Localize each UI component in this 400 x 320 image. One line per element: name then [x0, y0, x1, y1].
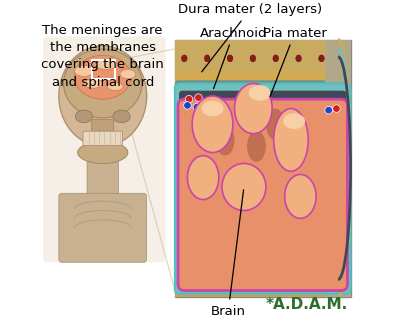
Ellipse shape [319, 55, 324, 62]
Text: covering the brain: covering the brain [41, 58, 164, 71]
Circle shape [185, 95, 193, 103]
Ellipse shape [59, 46, 147, 146]
Circle shape [195, 94, 202, 101]
Bar [175, 40, 350, 297]
Ellipse shape [250, 55, 256, 62]
Ellipse shape [234, 84, 272, 134]
Text: Brain: Brain [211, 190, 246, 318]
Ellipse shape [222, 164, 266, 211]
Ellipse shape [342, 55, 347, 62]
FancyBboxPatch shape [175, 80, 350, 294]
FancyBboxPatch shape [43, 36, 166, 262]
Text: The meninges are: The meninges are [42, 24, 163, 37]
FancyBboxPatch shape [87, 148, 118, 261]
Ellipse shape [74, 55, 131, 99]
Ellipse shape [274, 108, 308, 171]
Ellipse shape [188, 156, 219, 200]
Ellipse shape [192, 96, 233, 153]
Circle shape [184, 102, 191, 109]
Ellipse shape [266, 108, 285, 140]
FancyBboxPatch shape [83, 131, 122, 146]
FancyBboxPatch shape [59, 193, 147, 262]
Bar [175, 40, 350, 297]
Ellipse shape [296, 55, 302, 62]
Text: Arachnoid: Arachnoid [200, 27, 268, 89]
Ellipse shape [247, 131, 266, 162]
FancyBboxPatch shape [92, 120, 114, 132]
Circle shape [325, 106, 332, 114]
Ellipse shape [84, 79, 103, 88]
FancyBboxPatch shape [175, 84, 350, 294]
Circle shape [193, 103, 201, 111]
Bar [326, 40, 350, 297]
Text: and spinal cord: and spinal cord [52, 76, 154, 89]
Ellipse shape [249, 85, 270, 101]
Ellipse shape [95, 60, 117, 69]
Text: *A.D.A.M.: *A.D.A.M. [265, 298, 348, 313]
Ellipse shape [202, 101, 224, 116]
Ellipse shape [75, 110, 92, 123]
Text: Pia mater: Pia mater [263, 27, 327, 97]
Ellipse shape [108, 83, 123, 91]
Ellipse shape [64, 49, 142, 118]
Ellipse shape [74, 65, 93, 76]
Ellipse shape [283, 113, 305, 129]
Circle shape [333, 105, 340, 112]
Ellipse shape [113, 110, 130, 123]
Bar [175, 40, 350, 77]
Ellipse shape [273, 55, 278, 62]
Ellipse shape [120, 69, 136, 79]
Text: Dura mater (2 layers): Dura mater (2 layers) [178, 3, 322, 72]
Ellipse shape [204, 55, 210, 62]
Ellipse shape [78, 141, 128, 164]
Text: the membranes: the membranes [50, 41, 156, 54]
Ellipse shape [227, 55, 233, 62]
Ellipse shape [182, 55, 187, 62]
Ellipse shape [285, 174, 316, 218]
Bar [175, 71, 350, 84]
Ellipse shape [216, 124, 234, 156]
FancyBboxPatch shape [179, 91, 346, 290]
FancyBboxPatch shape [178, 99, 348, 291]
